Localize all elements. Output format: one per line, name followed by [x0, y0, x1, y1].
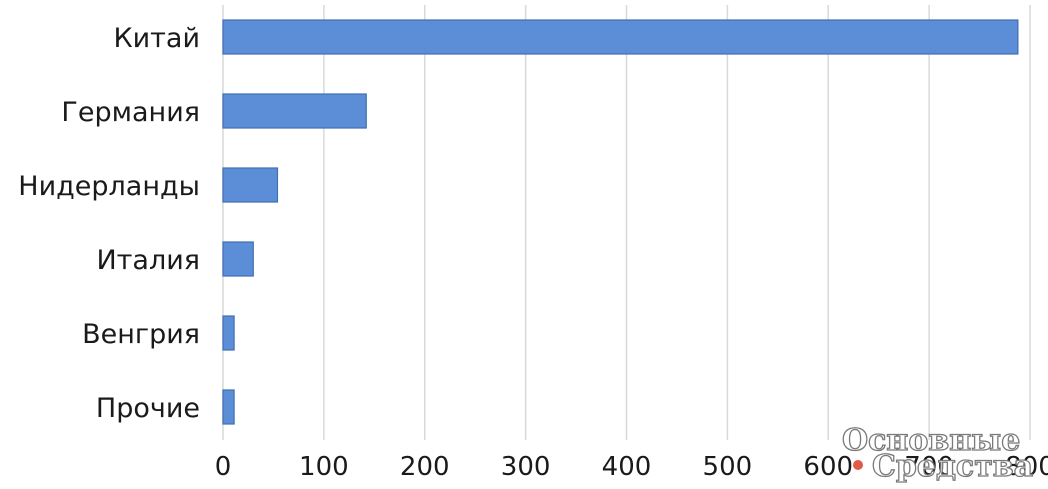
x-tick-label: 0: [215, 452, 232, 482]
x-tick-label: 500: [703, 452, 753, 482]
bar: [222, 167, 279, 203]
category-label: Нидерланды: [18, 171, 200, 202]
bars: [222, 19, 1019, 425]
watermark-dot-icon: [853, 460, 863, 470]
category-label: Венгрия: [82, 319, 200, 350]
bar: [222, 93, 367, 129]
bar: [222, 315, 235, 351]
category-label: Прочие: [96, 393, 200, 424]
bar: [222, 241, 254, 277]
watermark-line2: Средства: [872, 449, 1033, 484]
category-label: Китай: [113, 23, 200, 54]
x-tick-labels: 0 100 200 300 400 500 600 700 800: [215, 452, 1048, 482]
bar: [222, 389, 235, 425]
x-tick-label: 600: [803, 452, 853, 482]
gridlines: [222, 5, 1031, 440]
x-tick-label: 700: [904, 452, 954, 482]
bar: [222, 19, 1019, 55]
x-tick-label: 200: [400, 452, 450, 482]
x-tick-label: 100: [299, 452, 349, 482]
category-label: Италия: [96, 245, 200, 276]
category-labels: Китай Германия Нидерланды Италия Венгрия Проч…: [18, 23, 200, 424]
watermark-line1: Основные: [842, 423, 1020, 458]
x-tick-label: 800: [1005, 452, 1048, 482]
watermark-logo: Основные Средства: [841, 422, 1033, 484]
category-label: Германия: [61, 97, 200, 128]
x-tick-label: 400: [602, 452, 652, 482]
x-tick-label: 300: [501, 452, 551, 482]
